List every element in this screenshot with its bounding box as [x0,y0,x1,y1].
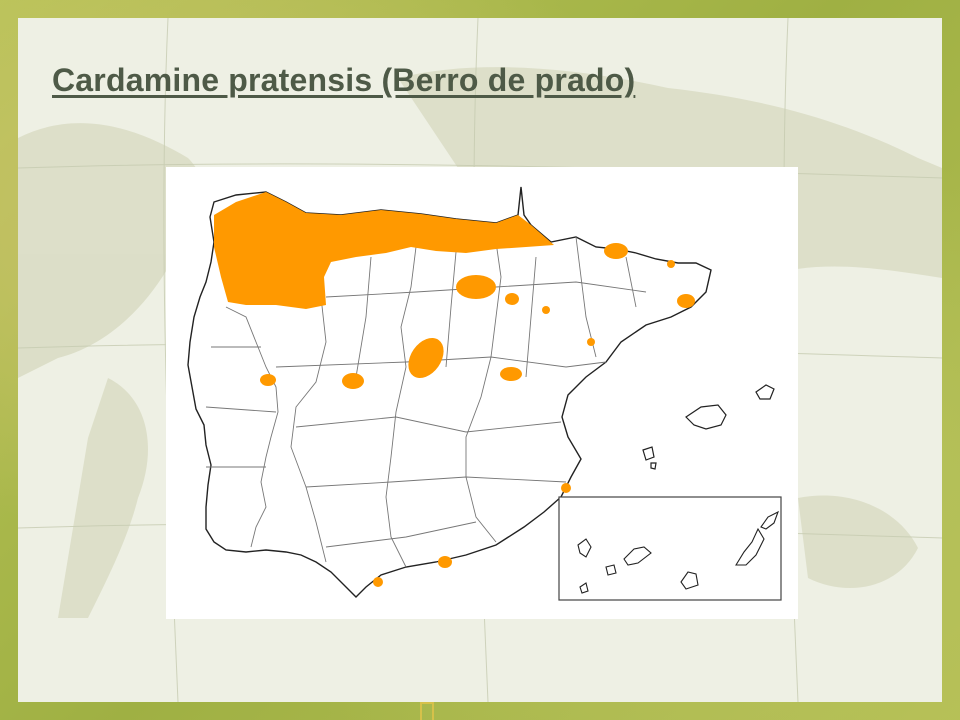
northern-coast-band [214,192,554,309]
burgos [456,275,496,299]
lleida-dot [587,338,595,346]
balearic-islands [642,384,775,470]
valencia [561,483,571,493]
distribution-layer [214,192,695,587]
segovia-madrid [408,338,444,378]
slide-footer-tab [420,702,434,720]
salamanca [260,374,276,386]
la-rioja [505,293,519,305]
cuenca [500,367,522,381]
granada [438,556,452,568]
huesca-pyrenees [604,243,628,259]
avila [342,373,364,389]
slide-title: Cardamine pratensis (Berro de prado) [52,62,636,98]
canary-islands-inset [558,496,782,601]
girona [667,260,675,268]
navarra-dot [542,306,550,314]
slide: Cardamine pratensis (Berro de prado) [18,18,942,702]
malaga [373,577,383,587]
distribution-map [166,167,798,619]
barcelona [677,294,695,308]
